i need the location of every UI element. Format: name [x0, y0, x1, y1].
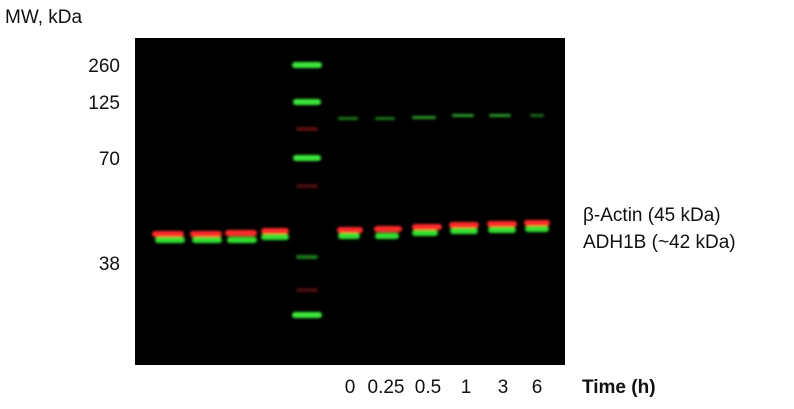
time-axis-label: Time (h) [582, 377, 656, 398]
mw-marker: 70 [99, 149, 120, 170]
band-label: β-Actin (45 kDa) [583, 205, 721, 226]
gel [135, 38, 565, 365]
mw-header: MW, kDa [5, 7, 82, 28]
mw-marker: 38 [99, 254, 120, 275]
time-point: 1 [461, 377, 472, 398]
time-point: 6 [532, 377, 543, 398]
mw-marker: 260 [88, 56, 120, 77]
band-label: ADH1B (~42 kDa) [583, 232, 736, 253]
time-point: 0.5 [415, 377, 441, 398]
time-point: 0.25 [368, 377, 405, 398]
mw-marker: 125 [88, 93, 120, 114]
time-point: 0 [345, 377, 356, 398]
time-point: 3 [498, 377, 509, 398]
figure: MW, kDa 260 125 70 38 β-Actin (45 kDa) A… [0, 0, 794, 409]
